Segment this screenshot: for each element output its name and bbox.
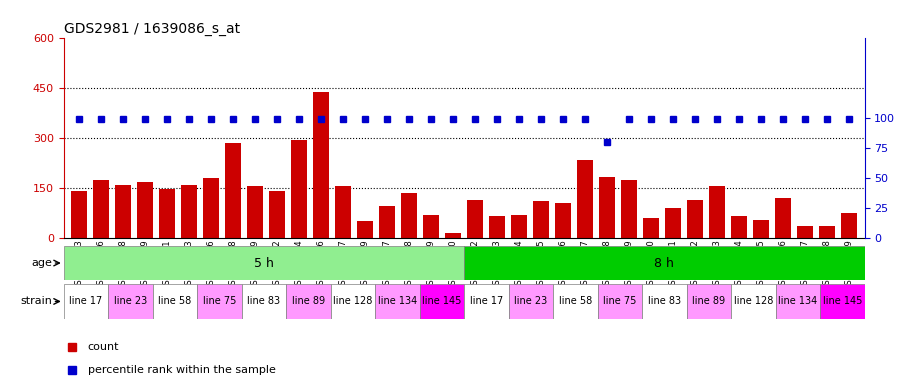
Bar	[732, 217, 747, 238]
Text: age: age	[32, 258, 53, 268]
Bar	[71, 192, 86, 238]
FancyBboxPatch shape	[598, 284, 642, 319]
Text: line 89: line 89	[693, 296, 725, 306]
FancyBboxPatch shape	[464, 284, 509, 319]
Bar	[159, 189, 175, 238]
FancyBboxPatch shape	[330, 284, 375, 319]
Bar	[578, 160, 592, 238]
Text: percentile rank within the sample: percentile rank within the sample	[87, 364, 276, 375]
Bar	[600, 177, 615, 238]
Bar	[204, 178, 218, 238]
Bar	[137, 182, 153, 238]
FancyBboxPatch shape	[286, 284, 330, 319]
Bar	[511, 215, 527, 238]
Bar	[797, 227, 813, 238]
Bar	[379, 207, 395, 238]
FancyBboxPatch shape	[820, 284, 864, 319]
Bar	[468, 200, 483, 238]
Text: line 128: line 128	[333, 296, 372, 306]
Bar	[643, 218, 659, 238]
Bar	[423, 215, 439, 238]
Text: line 89: line 89	[292, 296, 325, 306]
Bar	[94, 180, 109, 238]
FancyBboxPatch shape	[64, 246, 464, 280]
Text: line 145: line 145	[823, 296, 862, 306]
Bar	[313, 92, 329, 238]
FancyBboxPatch shape	[64, 284, 108, 319]
Bar	[181, 185, 197, 238]
FancyBboxPatch shape	[464, 246, 864, 280]
FancyBboxPatch shape	[553, 284, 598, 319]
Text: line 23: line 23	[114, 296, 147, 306]
Bar	[555, 203, 571, 238]
Text: line 17: line 17	[470, 296, 503, 306]
Text: line 58: line 58	[158, 296, 191, 306]
Text: line 17: line 17	[69, 296, 103, 306]
Text: line 23: line 23	[514, 296, 548, 306]
Text: line 134: line 134	[378, 296, 417, 306]
Bar	[753, 220, 769, 238]
Text: line 58: line 58	[559, 296, 592, 306]
FancyBboxPatch shape	[731, 284, 775, 319]
Text: line 145: line 145	[422, 296, 461, 306]
Bar	[336, 187, 350, 238]
Text: 5 h: 5 h	[254, 257, 274, 270]
Bar	[819, 227, 834, 238]
Bar	[710, 187, 724, 238]
Text: count: count	[87, 341, 119, 352]
Bar	[687, 200, 703, 238]
FancyBboxPatch shape	[108, 284, 153, 319]
Bar	[116, 185, 131, 238]
Text: line 75: line 75	[203, 296, 236, 306]
Bar	[269, 192, 285, 238]
FancyBboxPatch shape	[197, 284, 242, 319]
Bar	[226, 143, 241, 238]
Bar	[665, 208, 681, 238]
Text: line 83: line 83	[248, 296, 280, 306]
Bar	[775, 198, 791, 238]
FancyBboxPatch shape	[420, 284, 464, 319]
FancyBboxPatch shape	[509, 284, 553, 319]
Text: line 128: line 128	[733, 296, 773, 306]
FancyBboxPatch shape	[686, 284, 731, 319]
Text: strain: strain	[21, 296, 53, 306]
Bar	[358, 222, 373, 238]
Text: GDS2981 / 1639086_s_at: GDS2981 / 1639086_s_at	[64, 22, 240, 36]
Text: line 134: line 134	[778, 296, 817, 306]
FancyBboxPatch shape	[242, 284, 286, 319]
Bar	[248, 187, 263, 238]
Bar	[445, 233, 460, 238]
Text: 8 h: 8 h	[654, 257, 674, 270]
Bar	[533, 202, 549, 238]
Text: line 75: line 75	[603, 296, 636, 306]
Bar	[490, 217, 505, 238]
Bar	[291, 140, 307, 238]
Bar	[842, 213, 857, 238]
Bar	[622, 180, 637, 238]
Text: line 83: line 83	[648, 296, 681, 306]
FancyBboxPatch shape	[375, 284, 420, 319]
FancyBboxPatch shape	[775, 284, 820, 319]
FancyBboxPatch shape	[642, 284, 686, 319]
FancyBboxPatch shape	[153, 284, 197, 319]
Bar	[401, 193, 417, 238]
